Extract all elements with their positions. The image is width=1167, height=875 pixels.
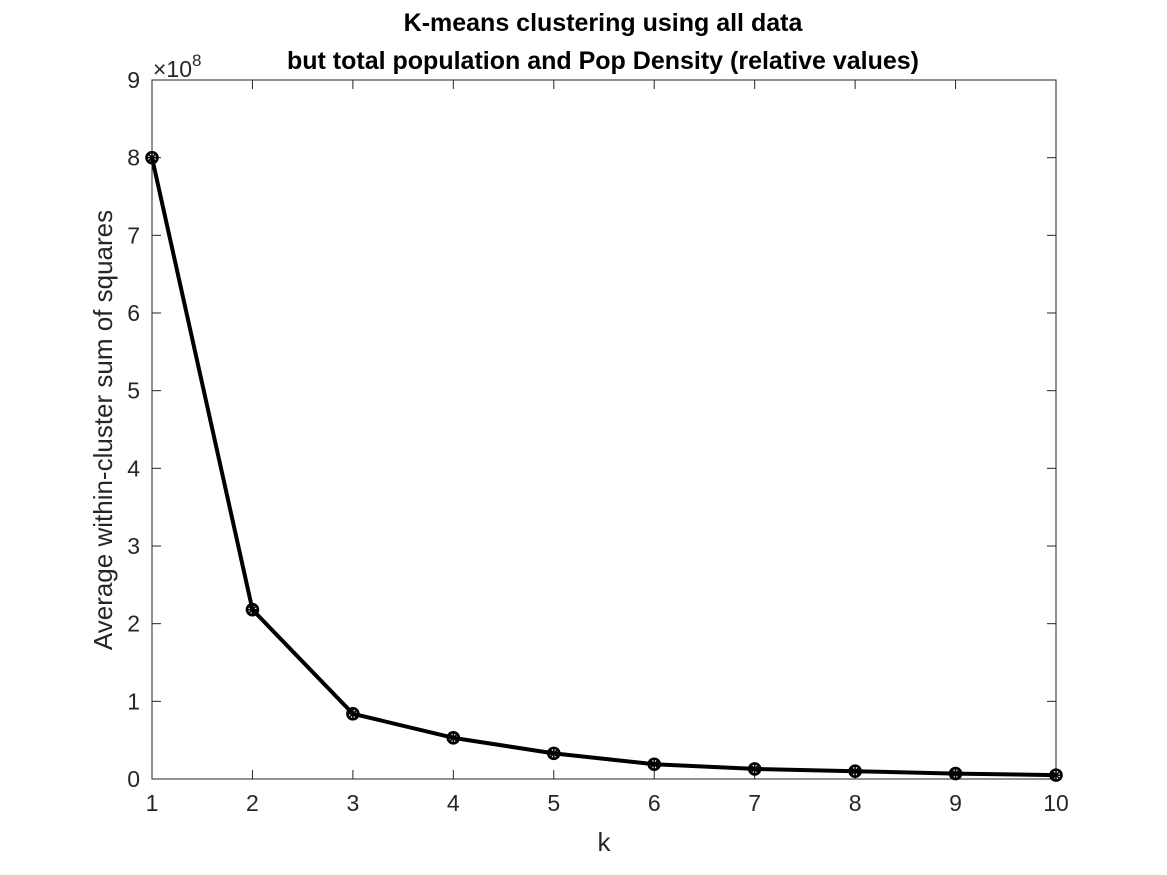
x-tick-label: 1 bbox=[146, 790, 159, 816]
x-tick-label: 4 bbox=[447, 790, 460, 816]
data-point-marker bbox=[1049, 768, 1063, 782]
y-axis-exponent: ×108 bbox=[153, 51, 201, 82]
y-tick-label: 6 bbox=[127, 300, 140, 326]
x-tick-label: 10 bbox=[1043, 790, 1069, 816]
x-axis-ticks: 1 2 3 4 5 6 7 8 9 10 bbox=[146, 80, 1069, 816]
y-tick-label: 2 bbox=[127, 611, 140, 637]
y-tick-label: 3 bbox=[127, 533, 140, 559]
y-tick-label: 8 bbox=[127, 145, 140, 171]
chart-subtitle: but total population and Pop Density (re… bbox=[287, 47, 919, 75]
y-tick-label: 9 bbox=[127, 67, 140, 93]
data-point-marker bbox=[446, 731, 461, 745]
chart-title: K-means clustering using all data bbox=[404, 9, 804, 37]
data-point-marker bbox=[145, 150, 159, 165]
x-tick-label: 5 bbox=[547, 790, 560, 816]
y-axis-label: Average within-cluster sum of squares bbox=[88, 210, 118, 650]
y-tick-label: 5 bbox=[127, 378, 140, 404]
x-tick-label: 6 bbox=[648, 790, 661, 816]
y-axis-exponent-power: 8 bbox=[192, 51, 201, 70]
series-line bbox=[150, 155, 1058, 778]
data-point-marker bbox=[546, 746, 561, 761]
y-axis-ticks: 0 1 2 3 4 5 6 7 8 9 bbox=[127, 67, 1056, 792]
x-tick-label: 7 bbox=[748, 790, 761, 816]
y-tick-label: 4 bbox=[127, 455, 140, 481]
x-tick-label: 8 bbox=[849, 790, 862, 816]
data-point-marker bbox=[346, 706, 360, 721]
data-point-marker bbox=[245, 602, 260, 617]
y-tick-label: 0 bbox=[127, 766, 140, 792]
y-tick-label: 1 bbox=[127, 688, 140, 714]
x-tick-label: 2 bbox=[246, 790, 259, 816]
plot-area-border bbox=[151, 79, 1057, 780]
x-tick-label: 9 bbox=[949, 790, 962, 816]
data-point-marker bbox=[747, 762, 762, 776]
x-tick-label: 3 bbox=[346, 790, 359, 816]
x-axis-label: k bbox=[598, 827, 612, 857]
data-point-marker bbox=[948, 766, 963, 781]
y-axis-exponent-base: ×10 bbox=[153, 56, 192, 82]
y-tick-label: 7 bbox=[127, 222, 140, 248]
data-point-marker bbox=[647, 757, 662, 772]
series-markers bbox=[145, 150, 1063, 782]
data-point-marker bbox=[848, 764, 862, 779]
